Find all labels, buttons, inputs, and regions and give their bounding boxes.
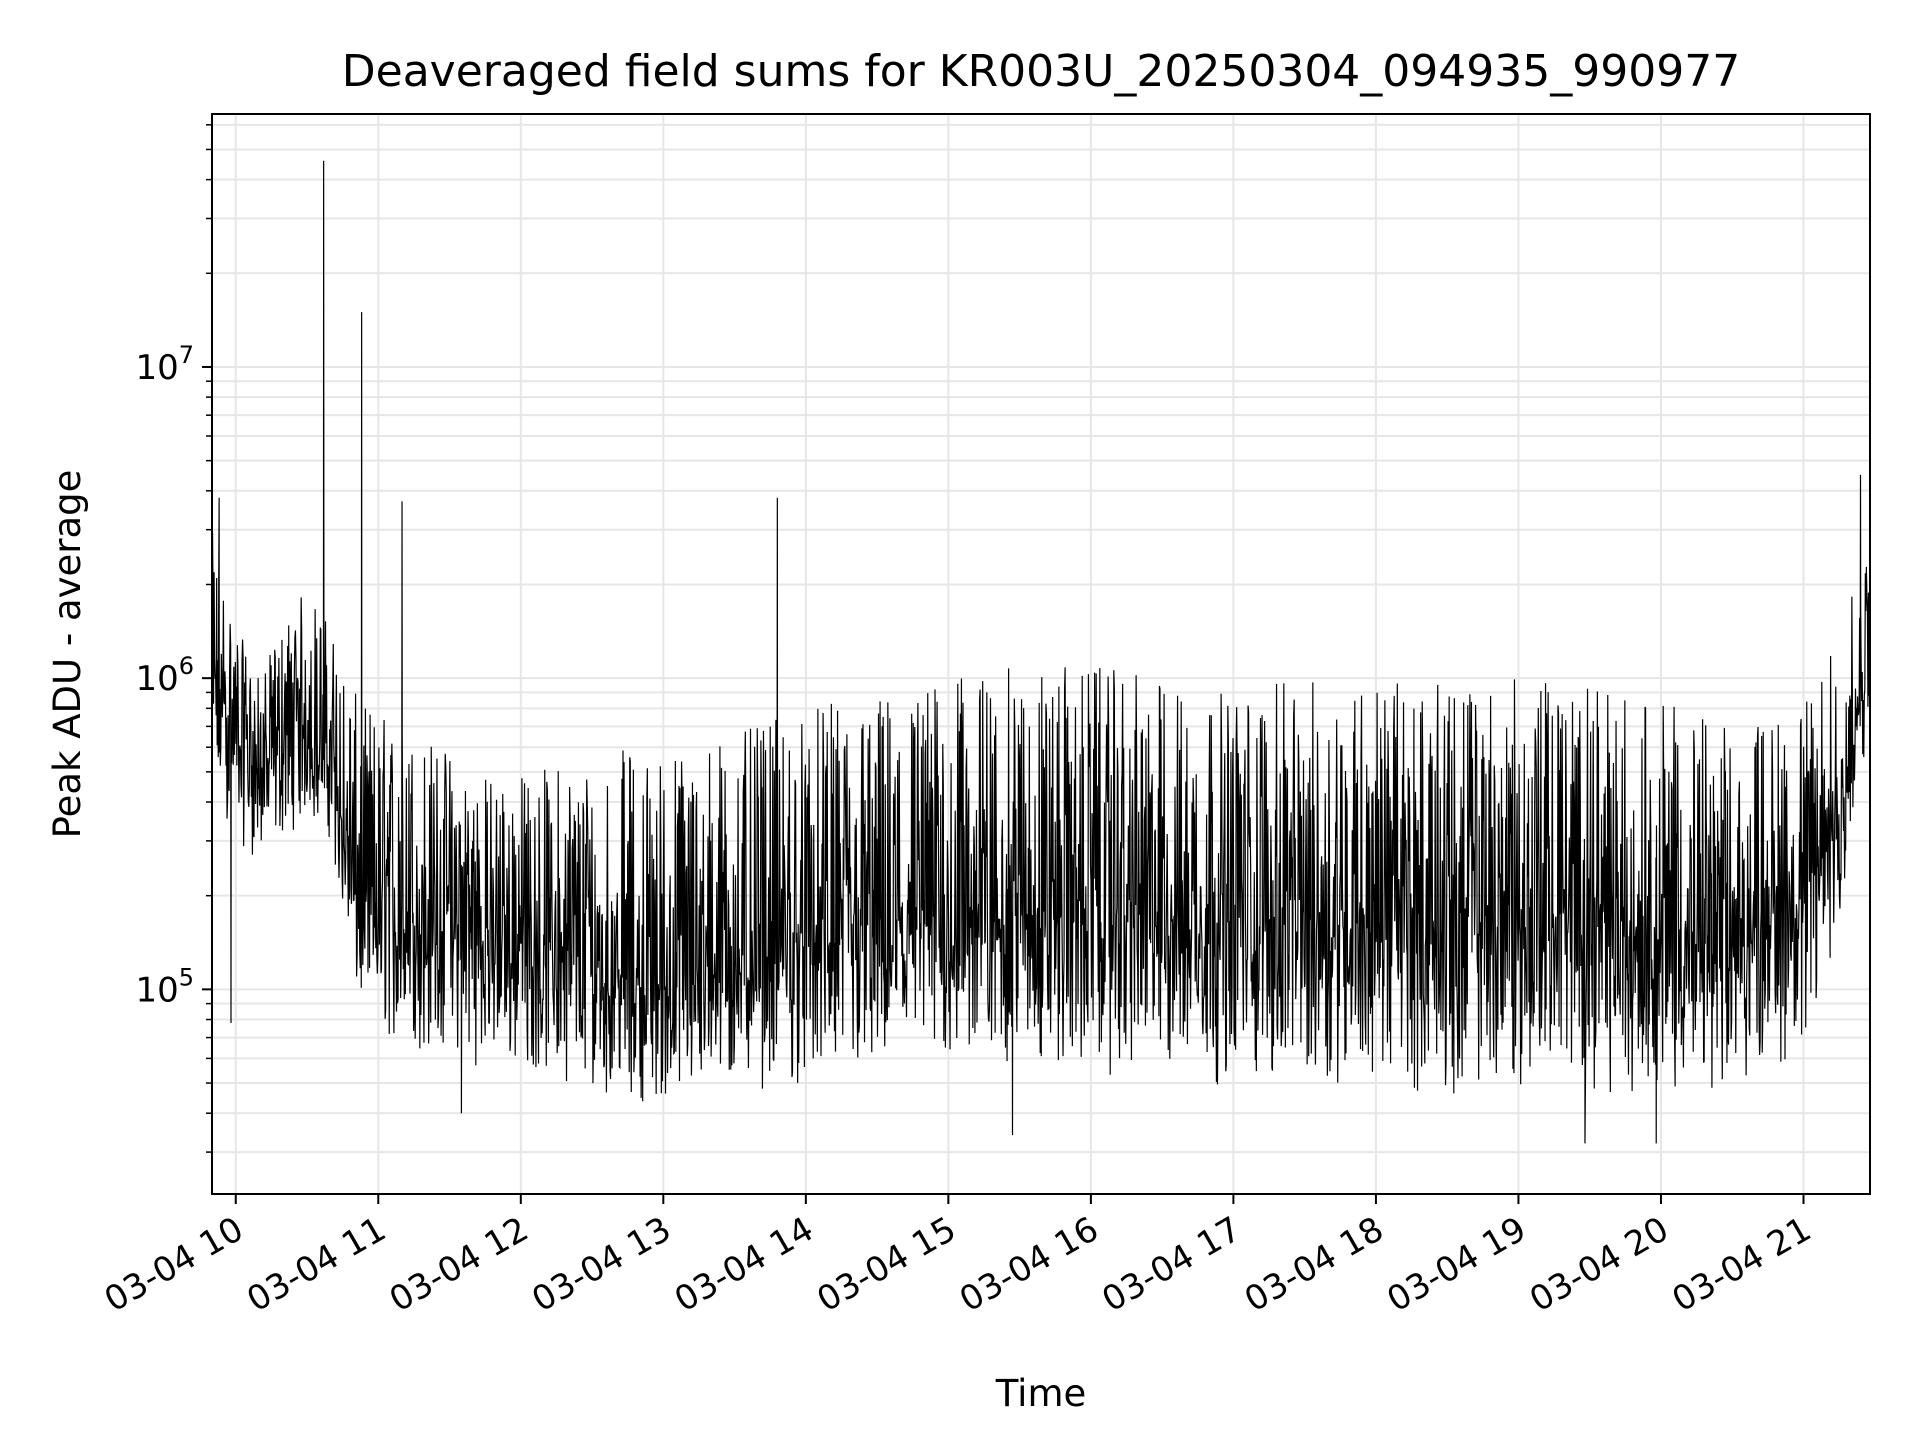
y-axis-ticks: 105 106 107 [135, 124, 212, 1153]
series-line-layer [211, 160, 1871, 1144]
chart-title: Deaveraged field sums for KR003U_2025030… [342, 46, 1740, 97]
y-tick-label: 107 [135, 341, 194, 388]
plot-frame [211, 113, 1871, 1195]
series-line [211, 160, 1871, 1144]
y-axis-label: Peak ADU - average [46, 470, 89, 839]
y-tick-label: 105 [135, 963, 194, 1010]
y-tick-label: 106 [135, 652, 194, 699]
x-axis-label: Time [995, 1372, 1087, 1415]
